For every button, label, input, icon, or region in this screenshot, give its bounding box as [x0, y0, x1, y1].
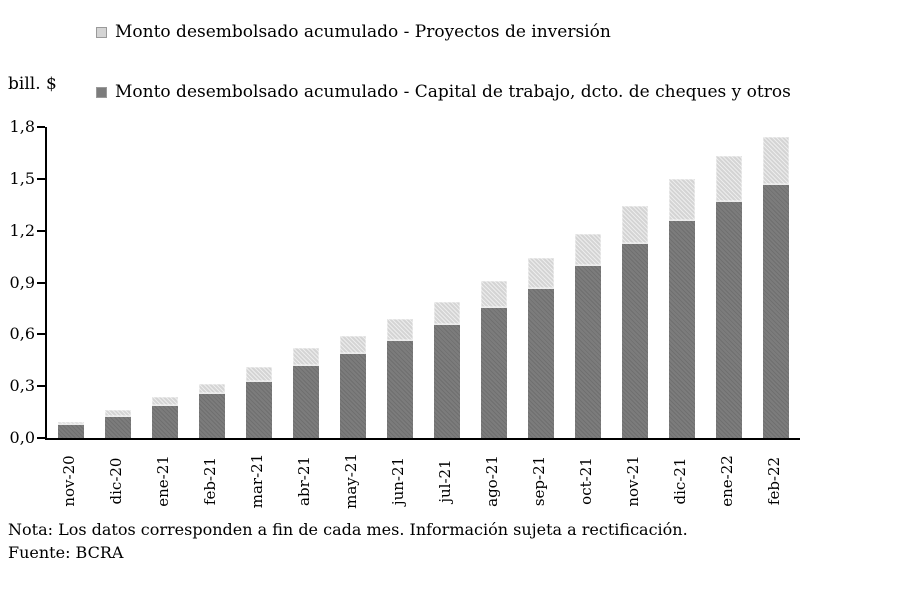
- bar-segment-capital-trabajo: [386, 339, 413, 438]
- bar-segment-capital-trabajo: [763, 184, 790, 438]
- bar-oct-21: [565, 127, 612, 438]
- y-axis-tick: [37, 126, 45, 128]
- bar-segment-capital-trabajo: [104, 415, 131, 438]
- legend-label-capital-trabajo: Monto desembolsado acumulado - Capital d…: [115, 82, 791, 102]
- bar-segment-proyectos: [622, 206, 649, 243]
- y-axis-tick-label: 1,8: [9, 117, 35, 136]
- bar-segment-proyectos: [245, 367, 272, 381]
- bar-segment-proyectos: [339, 336, 366, 354]
- y-axis-tick: [37, 385, 45, 388]
- legend-label-proyectos: Monto desembolsado acumulado - Proyectos…: [115, 22, 611, 42]
- bar-jun-21: [376, 127, 423, 438]
- bar-segment-capital-trabajo: [716, 201, 743, 438]
- legend-swatch-proyectos-icon: [96, 26, 107, 38]
- bar-ago-21: [471, 127, 518, 438]
- y-axis-tick-label: 1,5: [9, 168, 35, 188]
- y-axis-tick-label: 1,2: [9, 220, 35, 240]
- legend-swatch-capital-trabajo-icon: [96, 86, 107, 98]
- footer-source: Fuente: BCRA: [8, 543, 124, 562]
- bar-sep-21: [518, 127, 565, 438]
- bar-segment-capital-trabajo: [198, 393, 225, 438]
- x-axis-label-sep-21: sep-21: [530, 455, 549, 507]
- y-axis-tick: [37, 333, 45, 336]
- bar-feb-22: [753, 127, 800, 438]
- x-axis-label-abr-21: abr-21: [294, 456, 313, 506]
- bar-segment-proyectos: [386, 318, 413, 340]
- bar-abr-21: [282, 127, 329, 438]
- bar-segment-proyectos: [669, 178, 696, 221]
- y-axis-tick: [37, 281, 45, 284]
- x-axis-label-jun-21: jun-21: [388, 456, 407, 506]
- bar-segment-proyectos: [575, 234, 602, 266]
- bar-dic-20: [94, 127, 141, 438]
- bar-segment-capital-trabajo: [575, 265, 602, 438]
- x-axis-label-ene-22: ene-22: [718, 455, 737, 507]
- legend-item-proyectos: Monto desembolsado acumulado - Proyectos…: [96, 22, 611, 42]
- y-axis-tick-label: 0,0: [9, 428, 35, 447]
- bar-segment-capital-trabajo: [528, 287, 555, 438]
- bar-segment-proyectos: [716, 156, 743, 202]
- bar-jul-21: [424, 127, 471, 438]
- x-axis-label-may-21: may-21: [341, 453, 360, 509]
- x-axis-label-dic-20: dic-20: [106, 457, 125, 505]
- bar-segment-capital-trabajo: [151, 405, 178, 438]
- bar-segment-proyectos: [57, 422, 84, 425]
- bar-segment-proyectos: [198, 384, 225, 394]
- x-axis-label-jul-21: jul-21: [436, 459, 455, 503]
- x-axis-label-mar-21: mar-21: [247, 453, 266, 509]
- y-axis-tick: [37, 229, 45, 232]
- bar-nov-20: [47, 127, 94, 438]
- bar-may-21: [329, 127, 376, 438]
- bar-segment-capital-trabajo: [434, 323, 461, 438]
- y-axis-tick-label: 0,6: [9, 324, 35, 344]
- bar-segment-proyectos: [151, 396, 178, 406]
- x-axis-label-ene-21: ene-21: [153, 455, 172, 507]
- y-axis-tick: [37, 437, 45, 439]
- y-axis-unit-label: bill. $: [8, 74, 57, 94]
- bar-segment-capital-trabajo: [292, 365, 319, 438]
- x-axis-label-feb-21: feb-21: [200, 456, 219, 506]
- y-axis-tick-label: 0,9: [9, 272, 35, 292]
- bar-segment-proyectos: [434, 301, 461, 324]
- x-axis-label-nov-20: nov-20: [59, 455, 78, 507]
- legend-item-capital-trabajo: Monto desembolsado acumulado - Capital d…: [96, 82, 791, 102]
- footer-note: Nota: Los datos corresponden a fin de ca…: [8, 520, 688, 539]
- bar-nov-21: [612, 127, 659, 438]
- bar-segment-proyectos: [104, 410, 131, 416]
- x-axis-label-nov-21: nov-21: [624, 455, 643, 507]
- bar-mar-21: [235, 127, 282, 438]
- bar-segment-capital-trabajo: [57, 424, 84, 438]
- bar-dic-21: [659, 127, 706, 438]
- bar-segment-capital-trabajo: [481, 306, 508, 438]
- footer: Nota: Los datos corresponden a fin de ca…: [8, 518, 688, 564]
- x-axis-labels: nov-20 dic-20 ene-21 feb-21 mar-21 abr-21 may-…: [45, 443, 798, 519]
- bar-feb-21: [188, 127, 235, 438]
- bar-ene-22: [706, 127, 753, 438]
- x-axis-label-oct-21: oct-21: [577, 457, 596, 505]
- bar-segment-capital-trabajo: [245, 380, 272, 438]
- bar-segment-capital-trabajo: [339, 353, 366, 438]
- y-axis-tick: [37, 177, 45, 180]
- x-axis-label-dic-21: dic-21: [671, 457, 690, 505]
- plot-area: 0,0 0,3 0,6 0,9 1,2 1,5 1,8: [10, 117, 800, 447]
- bar-segment-capital-trabajo: [622, 242, 649, 438]
- bar-segment-proyectos: [292, 348, 319, 366]
- bar-segment-proyectos: [763, 137, 790, 185]
- bar-segment-proyectos: [481, 280, 508, 307]
- bar-segment-proyectos: [528, 258, 555, 288]
- x-axis-label-ago-21: ago-21: [483, 455, 502, 507]
- bar-ene-21: [141, 127, 188, 438]
- y-axis-tick-label: 0,3: [9, 376, 35, 396]
- x-axis-label-feb-22: feb-22: [765, 456, 784, 506]
- bar-segment-capital-trabajo: [669, 220, 696, 438]
